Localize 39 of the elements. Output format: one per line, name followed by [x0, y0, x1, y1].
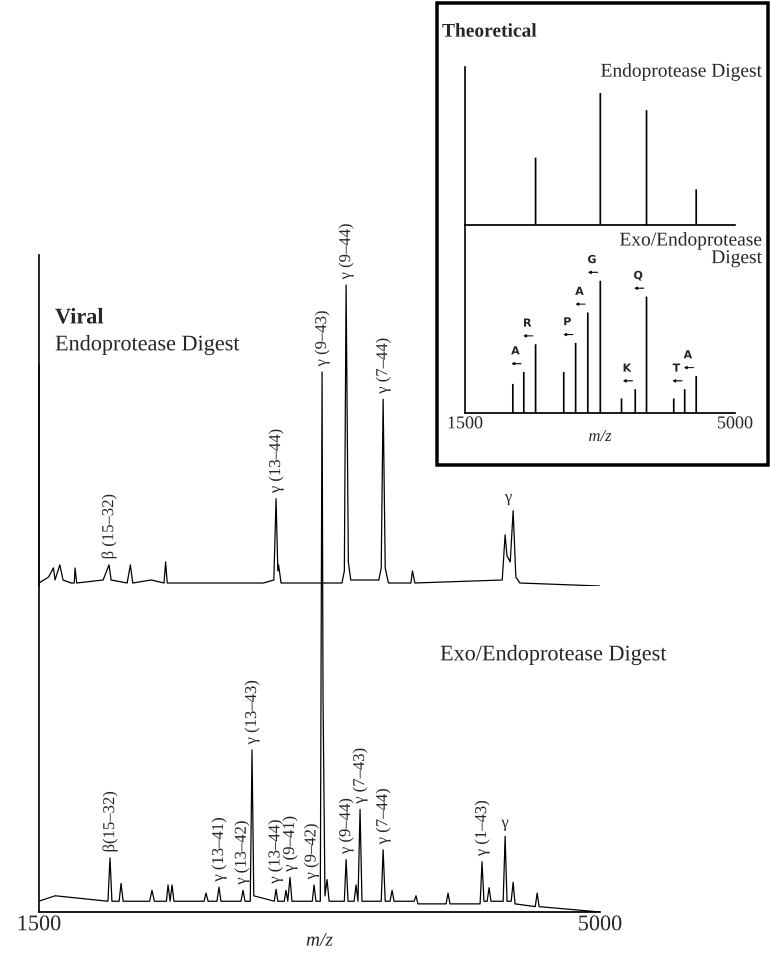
- annotation: A: [575, 286, 584, 295]
- annotation: γ (13–44): [268, 820, 283, 884]
- annotation: γ: [504, 494, 512, 506]
- annotation: γ (9–43): [314, 311, 330, 366]
- annotation: γ: [501, 820, 508, 831]
- annotation: γ (9–44): [338, 224, 354, 280]
- annotation: β(15–32): [102, 792, 118, 852]
- annotation: γ (13–41): [211, 818, 227, 882]
- chart-title: Exo/Endoprotease Digest: [620, 232, 762, 268]
- x-tick-label: 1500: [18, 915, 60, 930]
- annotation: R: [524, 318, 532, 327]
- annotation: T: [672, 363, 680, 372]
- x-tick-label: 5000: [718, 416, 752, 428]
- annotation: G: [588, 254, 596, 264]
- annotation: γ (13–42): [234, 821, 250, 885]
- text: Endoprotease Digest: [56, 334, 240, 356]
- annotation: A: [684, 350, 692, 358]
- x-tick-label: 1500: [448, 416, 482, 428]
- annotation: β (15–32): [101, 494, 117, 558]
- annotation: Q: [634, 270, 642, 281]
- x-axis-title: m/z: [306, 932, 333, 946]
- x-axis-title: m/z: [589, 430, 612, 442]
- annotation: γ (1–43): [474, 800, 490, 856]
- annotation: γ (7–44): [376, 338, 391, 394]
- annotation: γ (9–42): [304, 824, 320, 880]
- annotation: A: [511, 346, 520, 354]
- annotation: γ (13–44): [268, 430, 284, 494]
- annotation: γ (9–44): [338, 798, 354, 854]
- annotation: γ (7–43): [352, 748, 368, 804]
- annotation: γ (7–44): [376, 789, 391, 844]
- annotation: γ (9–41): [282, 816, 298, 872]
- annotation: P: [564, 317, 571, 326]
- text: Exo/Endoprotease Digest: [440, 644, 666, 666]
- text: Viral: [55, 308, 104, 324]
- annotation: K: [624, 363, 632, 372]
- x-tick-label: 5000: [579, 915, 622, 930]
- chart-title: Theoretical: [442, 23, 536, 37]
- annotation: γ (13–43): [244, 680, 260, 744]
- chart-subtitle: Endoprotease Digest: [601, 63, 762, 81]
